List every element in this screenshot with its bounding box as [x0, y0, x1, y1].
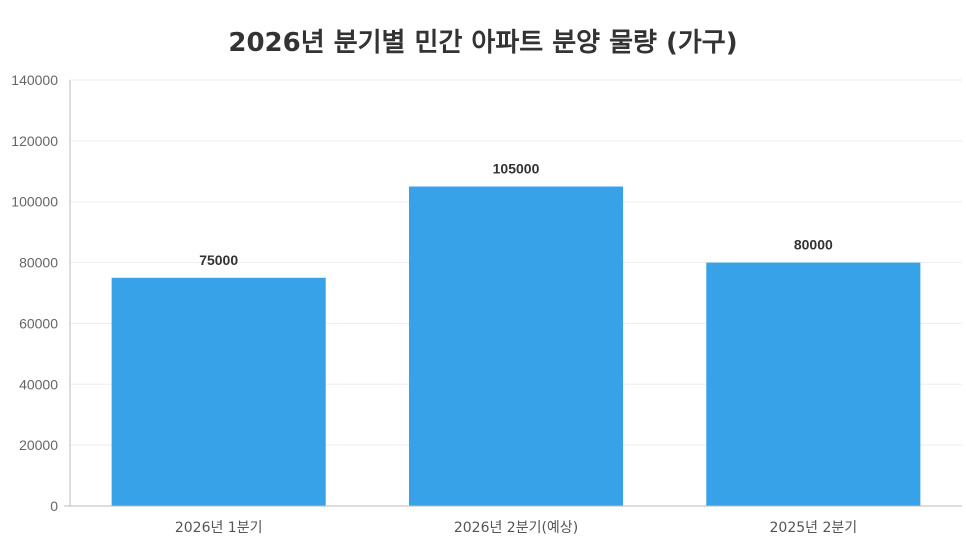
x-axis-categories: 2026년 1분기 2026년 2분기(예상) 2025년 2분기	[175, 520, 857, 536]
data-label: 105000	[493, 161, 540, 177]
y-tick-label: 100000	[11, 194, 58, 210]
data-labels: 75000 105000 80000	[199, 161, 833, 268]
data-label: 75000	[199, 252, 238, 268]
y-tick-label: 20000	[19, 437, 58, 453]
y-tick-label: 60000	[19, 315, 58, 331]
y-tick-label: 40000	[19, 376, 58, 392]
axes	[64, 80, 962, 507]
x-tick-label: 2026년 1분기	[175, 520, 263, 536]
bars	[111, 186, 921, 506]
y-tick-label: 120000	[11, 133, 58, 149]
data-label: 80000	[794, 237, 833, 253]
x-tick-label: 2025년 2분기	[770, 520, 858, 536]
y-tick-label: 0	[50, 498, 58, 514]
y-tick-label: 140000	[11, 72, 58, 88]
y-tick-label: 80000	[19, 255, 58, 271]
chart-title: 2026년 분기별 민간 아파트 분양 물량 (가구)	[228, 28, 738, 58]
bar	[706, 262, 921, 506]
x-tick-label: 2026년 2분기(예상)	[454, 520, 578, 536]
bar	[111, 277, 326, 506]
y-axis-ticks: 0 20000 40000 60000 80000 100000 120000 140000	[11, 72, 58, 514]
bar	[408, 186, 624, 506]
